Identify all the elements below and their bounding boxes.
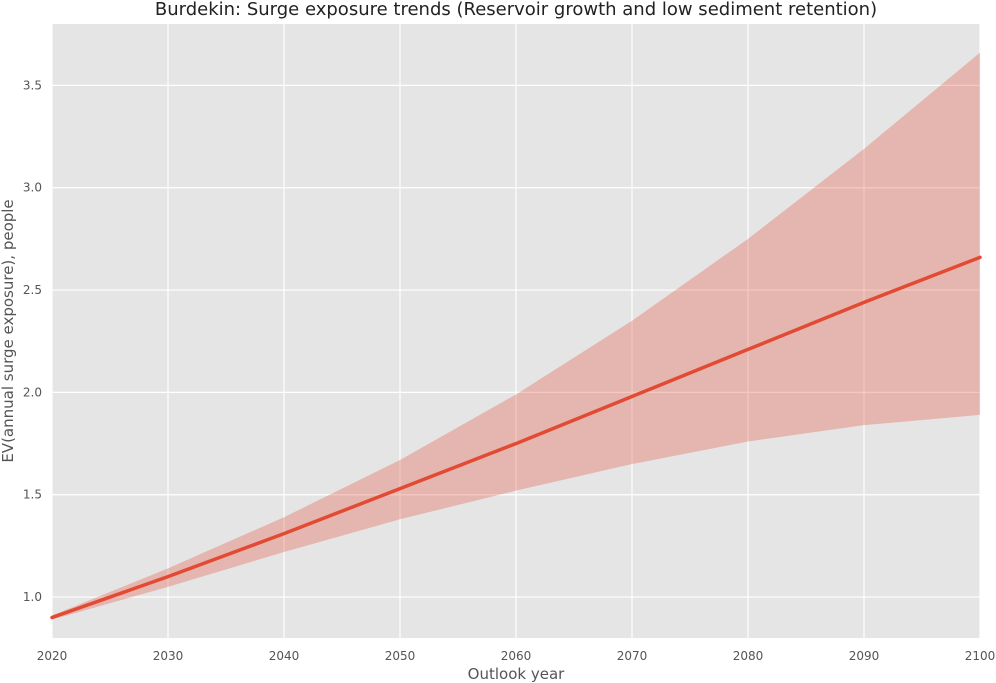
y-tick-labels: 1.0 1.5 2.0 2.5 3.0 3.5 xyxy=(23,78,42,604)
x-tick-label: 2080 xyxy=(733,649,764,663)
x-tick-label: 2040 xyxy=(269,649,300,663)
x-tick-label: 2070 xyxy=(617,649,648,663)
x-tick-labels: 2020 2030 2040 2050 2060 2070 2080 2090 2100 xyxy=(37,649,996,663)
x-tick-label: 2030 xyxy=(153,649,184,663)
y-tick-label: 2.0 xyxy=(23,385,42,399)
x-tick-label: 2100 xyxy=(965,649,996,663)
grid-lines xyxy=(51,24,981,638)
chart-title: Burdekin: Surge exposure trends (Reservo… xyxy=(155,0,877,20)
x-tick-label: 2020 xyxy=(37,649,68,663)
confidence-band xyxy=(52,52,980,620)
x-axis-label: Outlook year xyxy=(468,665,565,683)
y-tick-label: 3.0 xyxy=(23,181,42,195)
y-tick-label: 1.5 xyxy=(23,488,42,502)
y-axis-label: EV(annual surge exposure), people xyxy=(0,199,17,462)
y-tick-label: 1.0 xyxy=(23,590,42,604)
x-tick-label: 2060 xyxy=(501,649,532,663)
y-tick-label: 3.5 xyxy=(23,78,42,92)
x-tick-label: 2090 xyxy=(849,649,880,663)
series-line xyxy=(50,255,982,620)
x-tick-label: 2050 xyxy=(385,649,416,663)
y-tick-label: 2.5 xyxy=(23,283,42,297)
